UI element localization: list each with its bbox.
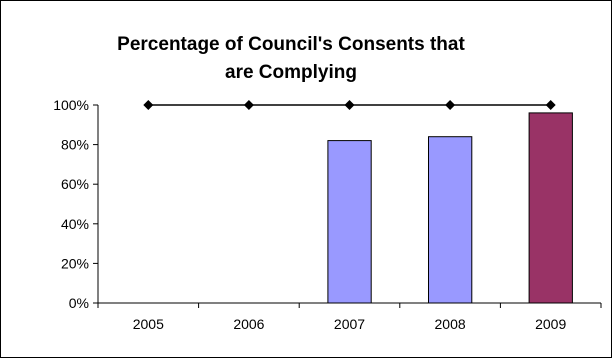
y-tick-label: 40% [61, 216, 89, 232]
line-point-2009 [545, 100, 556, 110]
x-tick-label: 2007 [334, 316, 365, 332]
y-tick-label: 80% [61, 137, 89, 153]
x-tick-label: 2006 [233, 316, 264, 332]
x-tick-label: 2008 [435, 316, 466, 332]
labels-layer: 0% 20% 40% 60% 80% 100% 2005 2006 2007 2008 2009 [53, 97, 566, 332]
bar-2008 [428, 136, 473, 304]
chart-title-line-1: Percentage of Council's Consents that [117, 34, 465, 55]
chart-title: Percentage of Council's Consents that ar… [61, 31, 521, 87]
line-point-2006 [243, 100, 254, 110]
y-tick-label: 20% [61, 255, 89, 271]
y-tick-label: 0% [69, 295, 89, 311]
y-tick-label: 60% [61, 176, 89, 192]
line-point-2007 [344, 100, 355, 110]
bars-layer [327, 112, 573, 304]
y-tick-label: 100% [53, 97, 89, 113]
bar-2007 [327, 140, 372, 304]
line-layer [143, 100, 556, 110]
axes-layer [93, 104, 602, 308]
x-tick-label: 2005 [133, 316, 164, 332]
chart-title-line-2: are Complying [225, 62, 357, 83]
line-point-2008 [445, 100, 456, 110]
bar-2009 [528, 112, 573, 304]
line-point-2005 [143, 100, 154, 110]
x-tick-label: 2009 [535, 316, 566, 332]
